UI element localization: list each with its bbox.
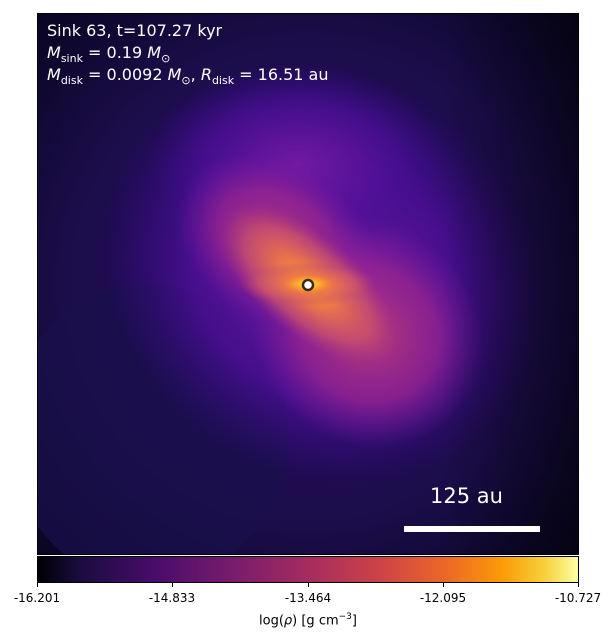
colorbar-label-rho: ρ [283,613,293,629]
colorbar-label-mid: ) [g cm [292,613,339,629]
colorbar [37,556,579,583]
mdisk-sub: disk [60,74,83,88]
mdisk-symbol: M [47,65,61,84]
colorbar-ticklabel-3: -12.095 [419,591,467,605]
rdisk-value: = 16.51 au [234,65,329,84]
sink-title: Sink 63, t=107.27 kyr [47,21,223,40]
scale-bar [404,526,540,532]
colorbar-label-end: ] [351,613,357,629]
colorbar-label-exp: −3 [338,612,352,622]
rdisk-sub: disk [211,74,235,88]
rdisk-symbol: R [200,65,212,84]
colorbar-ticklabel-4: -10.727 [554,591,602,605]
colorbar-label-prefix: log( [259,613,284,629]
colorbar-label: log(ρ) [g cm−3] [259,612,357,628]
sink-marker [301,278,315,292]
scale-bar-label: 125 au [430,484,503,508]
colorbar-tick-3 [443,583,444,587]
mdisk-value: = 0.0092 [82,65,168,84]
msink-unit-sub: ⊙ [161,52,171,66]
colorbar-ticklabel-0: -16.201 [13,591,61,605]
sink-mass-label: Msink = 0.19 M⊙ [47,42,170,69]
mdisk-unit: M [167,65,182,84]
colorbar-tick-2 [308,583,309,587]
density-map: Sink 63, t=107.27 kyr Msink = 0.19 M⊙ Md… [37,13,579,555]
msink-sub: sink [60,52,83,66]
colorbar-ticklabel-1: -14.833 [148,591,196,605]
msink-value: = 0.19 [82,43,148,62]
mdisk-sep: , [190,65,201,84]
disk-label: Mdisk = 0.0092 M⊙, Rdisk = 16.51 au [47,64,329,91]
msink-symbol: M [47,43,61,62]
colorbar-tick-1 [172,583,173,587]
colorbar-tick-4 [578,583,579,587]
msink-unit: M [147,43,162,62]
mdisk-unit-sub: ⊙ [181,74,191,88]
colorbar-tick-0 [37,583,38,587]
density-map-image [38,14,578,554]
colorbar-ticklabel-2: -13.464 [284,591,332,605]
